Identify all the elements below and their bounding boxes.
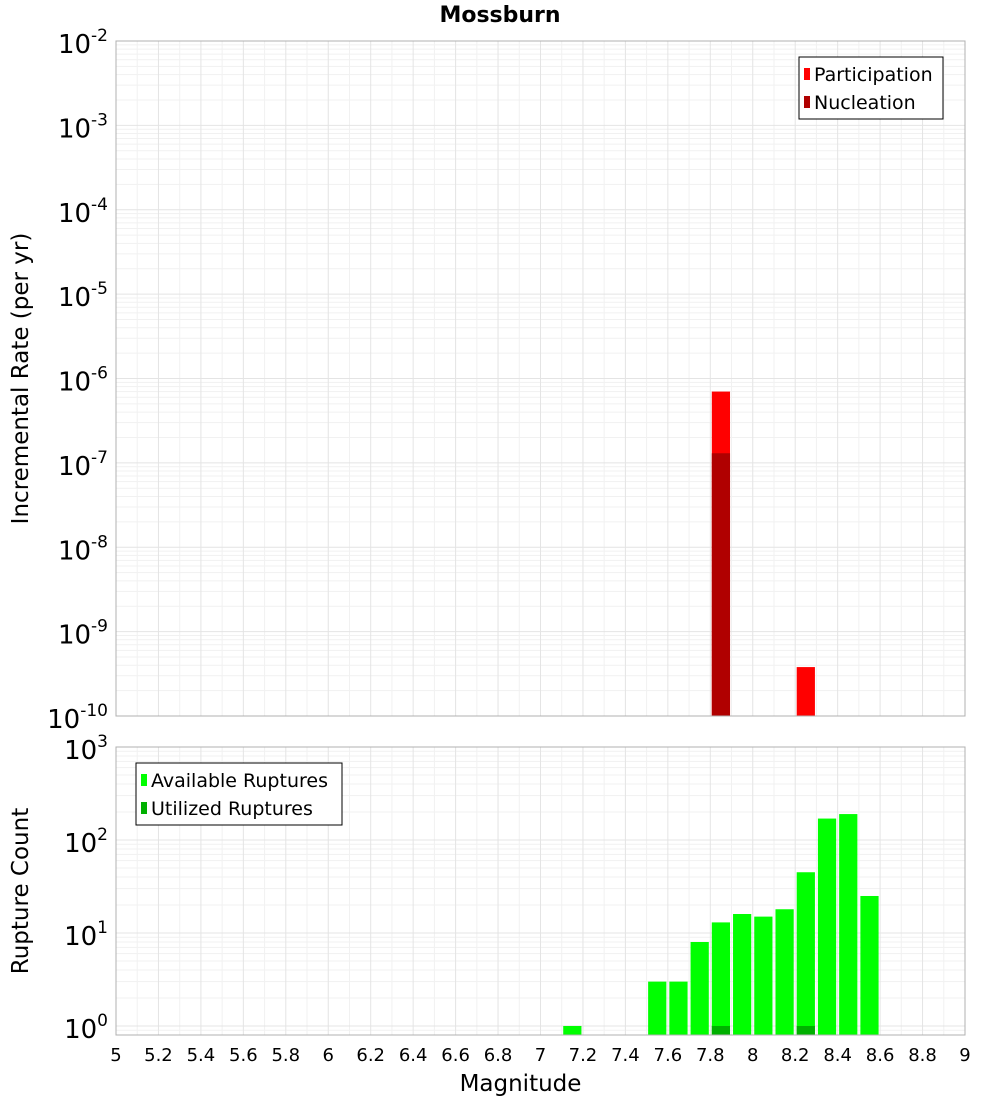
x-tick-label: 7.8 <box>696 1045 725 1066</box>
plot-frame <box>115 746 966 1036</box>
bar-available-ruptures <box>860 895 879 1035</box>
y-tick-label: 103 <box>64 732 108 766</box>
x-tick-label: 8.8 <box>908 1045 937 1066</box>
y-tick-label: 102 <box>64 825 108 859</box>
chart-panel-0: 10-10 10-9 10-8 10-7 10-6 10-5 10-4 10-3 10-2 Inc… <box>8 26 966 735</box>
x-tick-label: 7.6 <box>654 1045 683 1066</box>
x-tick-label: 5.4 <box>187 1045 216 1066</box>
legend: Participation Nucleation <box>798 56 944 120</box>
bar-utilized-ruptures <box>796 1025 815 1035</box>
y-tick-label: 10-7 <box>58 448 108 482</box>
y-tick-label: 100 <box>64 1011 108 1045</box>
x-tick-label: 5 <box>110 1045 121 1066</box>
x-tick-label: 7 <box>535 1045 546 1066</box>
legend-label: Available Ruptures <box>151 770 328 792</box>
x-tick-label: 5.8 <box>271 1045 300 1066</box>
legend-label: Participation <box>814 64 933 86</box>
legend: Available Ruptures Utilized Ruptures <box>135 762 343 826</box>
legend-swatch <box>804 96 810 108</box>
x-tick-label: 6.6 <box>441 1045 470 1066</box>
x-tick-label: 8.6 <box>866 1045 895 1066</box>
chart-panel-1: 100 101 102 103 Rupture Count 5 5.2 5.4 5.6 5.8 6 6… <box>8 732 971 1097</box>
legend-box <box>798 56 944 120</box>
y-tick-label: 10-8 <box>58 532 108 566</box>
y-axis-label: Incremental Rate (per yr) <box>8 233 34 525</box>
x-tick-label: 7.2 <box>569 1045 598 1066</box>
bar-available-ruptures <box>733 914 752 1035</box>
x-tick-label: 5.6 <box>229 1045 258 1066</box>
bar-available-ruptures <box>839 814 858 1035</box>
x-tick-label: 8 <box>747 1045 758 1066</box>
y-tick-label: 10-2 <box>58 26 108 60</box>
bar-available-ruptures <box>796 872 815 1035</box>
bar-available-ruptures <box>817 818 837 1035</box>
legend-swatch <box>141 774 147 786</box>
bar-available-ruptures <box>563 1025 582 1035</box>
x-tick-label: 8.2 <box>781 1045 810 1066</box>
legend-swatch <box>804 68 810 80</box>
x-axis-label: Magnitude <box>460 1071 582 1097</box>
bar-utilized-ruptures <box>711 1025 731 1035</box>
x-tick-label: 8.4 <box>823 1045 852 1066</box>
bar-participation <box>796 667 815 716</box>
y-tick-label: 10-9 <box>58 617 108 651</box>
x-tick-label: 5.2 <box>144 1045 173 1066</box>
bar-available-ruptures <box>648 981 667 1035</box>
y-tick-label: 101 <box>64 918 108 952</box>
legend-box <box>135 762 343 826</box>
y-tick-label: 10-6 <box>58 364 108 398</box>
x-tick-label: 6.4 <box>399 1045 428 1066</box>
bar-available-ruptures <box>669 981 688 1035</box>
y-tick-label: 10-3 <box>58 110 108 144</box>
bar-available-ruptures <box>775 909 794 1035</box>
chart-title: Mossburn <box>439 3 560 28</box>
bar-available-ruptures <box>690 942 709 1035</box>
legend-label: Utilized Ruptures <box>151 798 313 820</box>
bar-nucleation <box>711 453 731 716</box>
x-tick-label: 6.2 <box>356 1045 385 1066</box>
plot-frame <box>115 40 966 717</box>
legend-swatch <box>141 802 147 814</box>
x-tick-label: 9 <box>959 1045 970 1066</box>
bar-available-ruptures <box>754 916 773 1035</box>
y-tick-label: 10-5 <box>58 279 108 313</box>
y-tick-label: 10-4 <box>58 195 108 229</box>
y-axis-label: Rupture Count <box>8 808 34 974</box>
legend-label: Nucleation <box>814 92 916 114</box>
bar-available-ruptures <box>711 922 731 1035</box>
x-tick-label: 6 <box>323 1045 334 1066</box>
x-tick-label: 7.4 <box>611 1045 640 1066</box>
x-tick-label: 6.8 <box>484 1045 513 1066</box>
y-tick-label: 10-10 <box>47 701 108 735</box>
